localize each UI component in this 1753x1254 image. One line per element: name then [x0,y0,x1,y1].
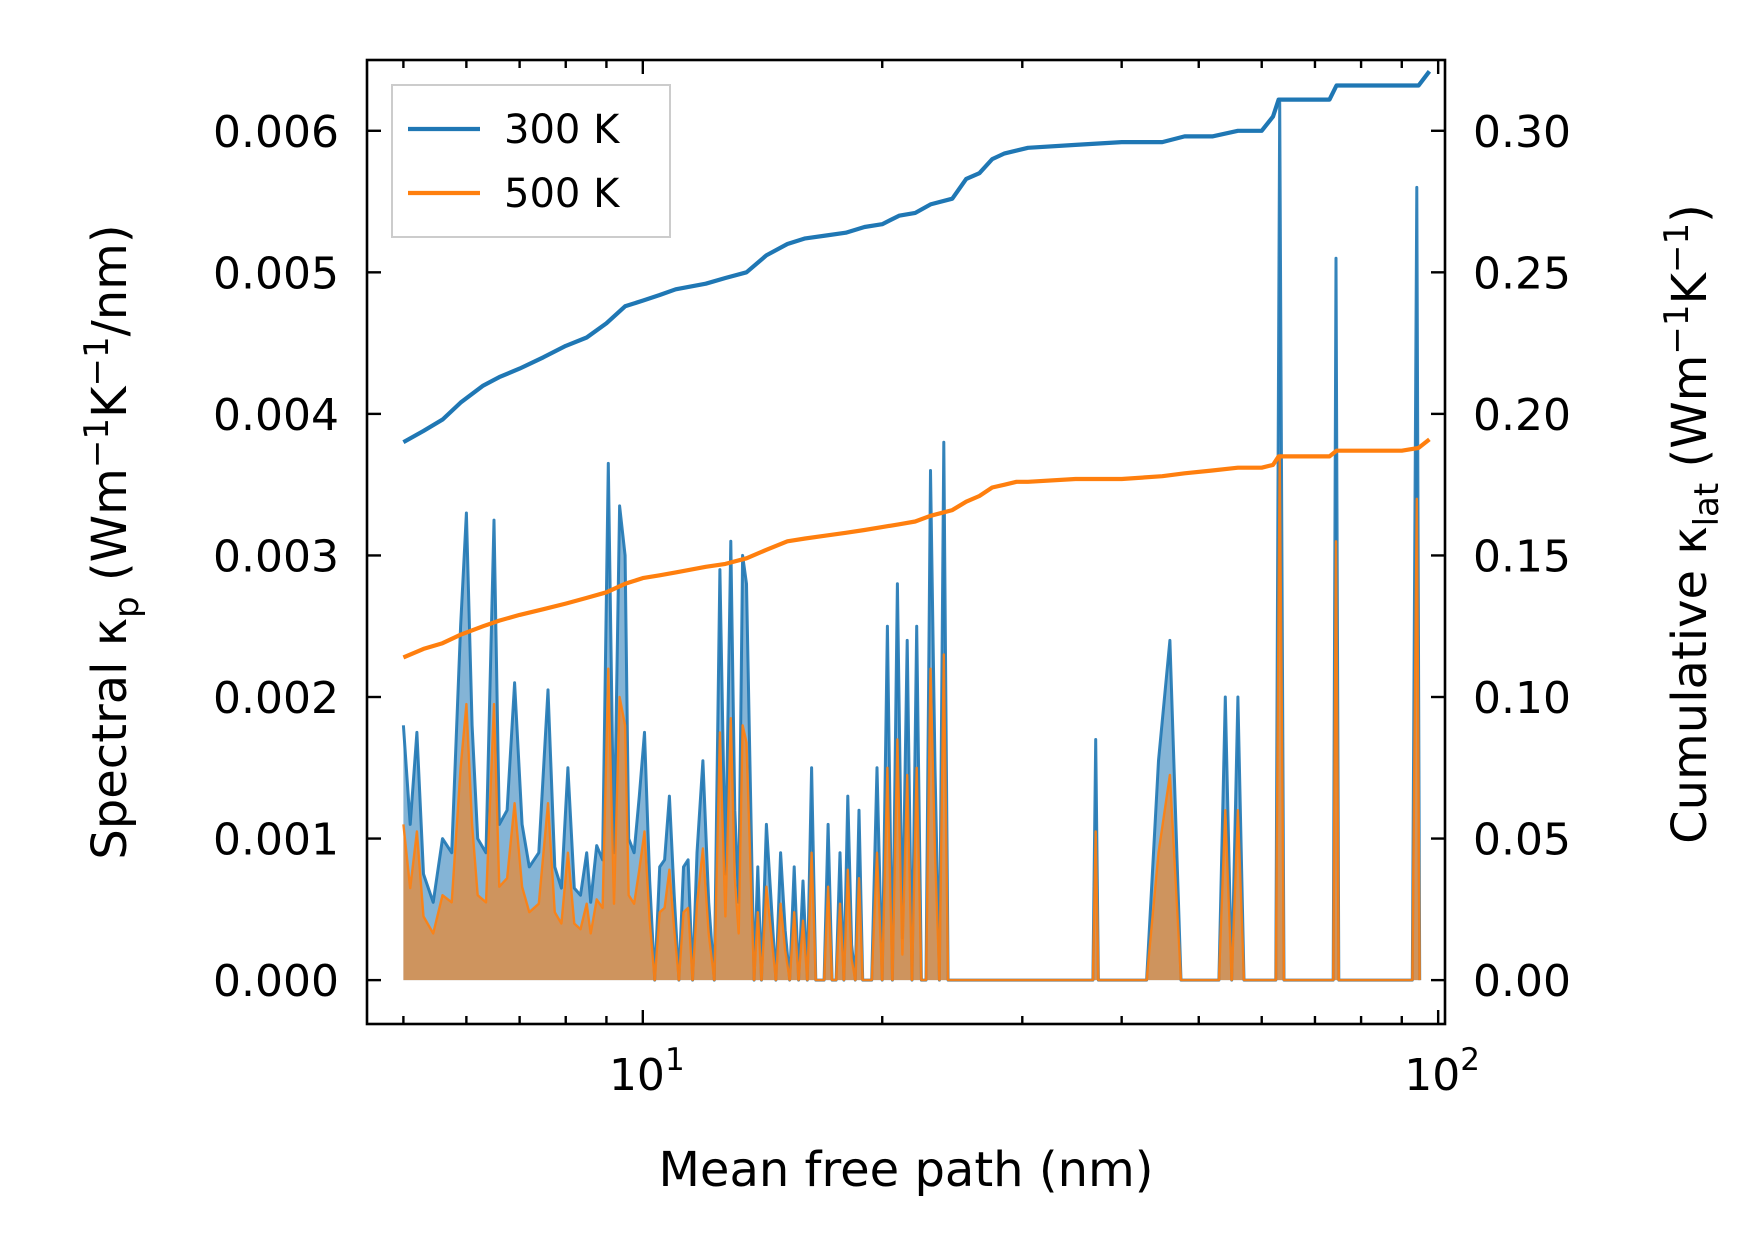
y-left-title-sup1: −1 [77,418,117,468]
y-right-tick-label: 0.20 [1473,390,1571,441]
legend-label-500k: 500 K [504,171,621,217]
y-left-title-mid1: (Wm [82,468,138,596]
y-right-title-pre: Cumulative κ [1662,526,1718,844]
y-right-title-mid1: (Wm [1662,355,1718,483]
y-left-axis-title: Spectral κp (Wm−1K−1/nm) [77,224,147,859]
spectral-layer [401,101,1422,982]
legend-label-300k: 300 K [504,107,621,153]
x-tick-label: 102 [1404,1042,1480,1101]
y-right-tick-label: 0.15 [1473,531,1571,582]
cumulative-layer [402,70,1432,660]
y-right-title-sup1: −1 [1657,304,1697,354]
y-right-title-sup2: −1 [1657,223,1697,273]
plot-frame [365,58,1447,1026]
y-left-tick-label: 0.005 [213,248,339,299]
y-left-title-mid2: K [82,385,138,418]
y-right-tick-label: 0.30 [1473,107,1571,158]
cumulative-line-300k [402,70,1432,445]
y-right-title-post: ) [1662,204,1718,223]
ticks-layer: 101 102 0.000 0.001 0.002 0.003 0.004 0.005 0.00… [213,60,1571,1101]
spectral-area-500k [403,456,1420,981]
spectral-area-300k [403,102,1420,981]
y-left-tick-label: 0.001 [213,815,339,866]
spectral-line-500k [402,455,1421,982]
y-right-tick-label: 0.10 [1473,673,1571,724]
y-right-tick-label: 0.25 [1473,248,1571,299]
y-left-tick-label: 0.000 [213,956,339,1007]
y-right-title-sub: lat [1687,483,1727,527]
y-right-tick-label: 0.05 [1473,815,1571,866]
y-right-tick-label: 0.00 [1473,956,1571,1007]
y-left-title-sup2: −1 [77,336,117,386]
x-axis-title: Mean free path (nm) [659,1142,1154,1198]
y-left-tick-label: 0.004 [213,390,339,441]
y-left-tick-label: 0.006 [213,107,339,158]
legend-box [391,84,671,238]
y-right-title-mid2: K [1662,271,1718,304]
y-left-title-pre: Spectral κ [82,618,138,860]
legend: 300 K 500 K [391,84,671,238]
y-left-tick-label: 0.003 [213,531,339,582]
y-left-title-sub: p [107,596,147,618]
x-tick-label: 101 [609,1042,685,1101]
cumulative-line-500k [402,437,1431,660]
y-right-axis-title: Cumulative κlat (Wm−1K−1) [1657,204,1727,844]
y-left-tick-label: 0.002 [213,673,339,724]
y-left-title-post: /nm) [82,224,138,336]
